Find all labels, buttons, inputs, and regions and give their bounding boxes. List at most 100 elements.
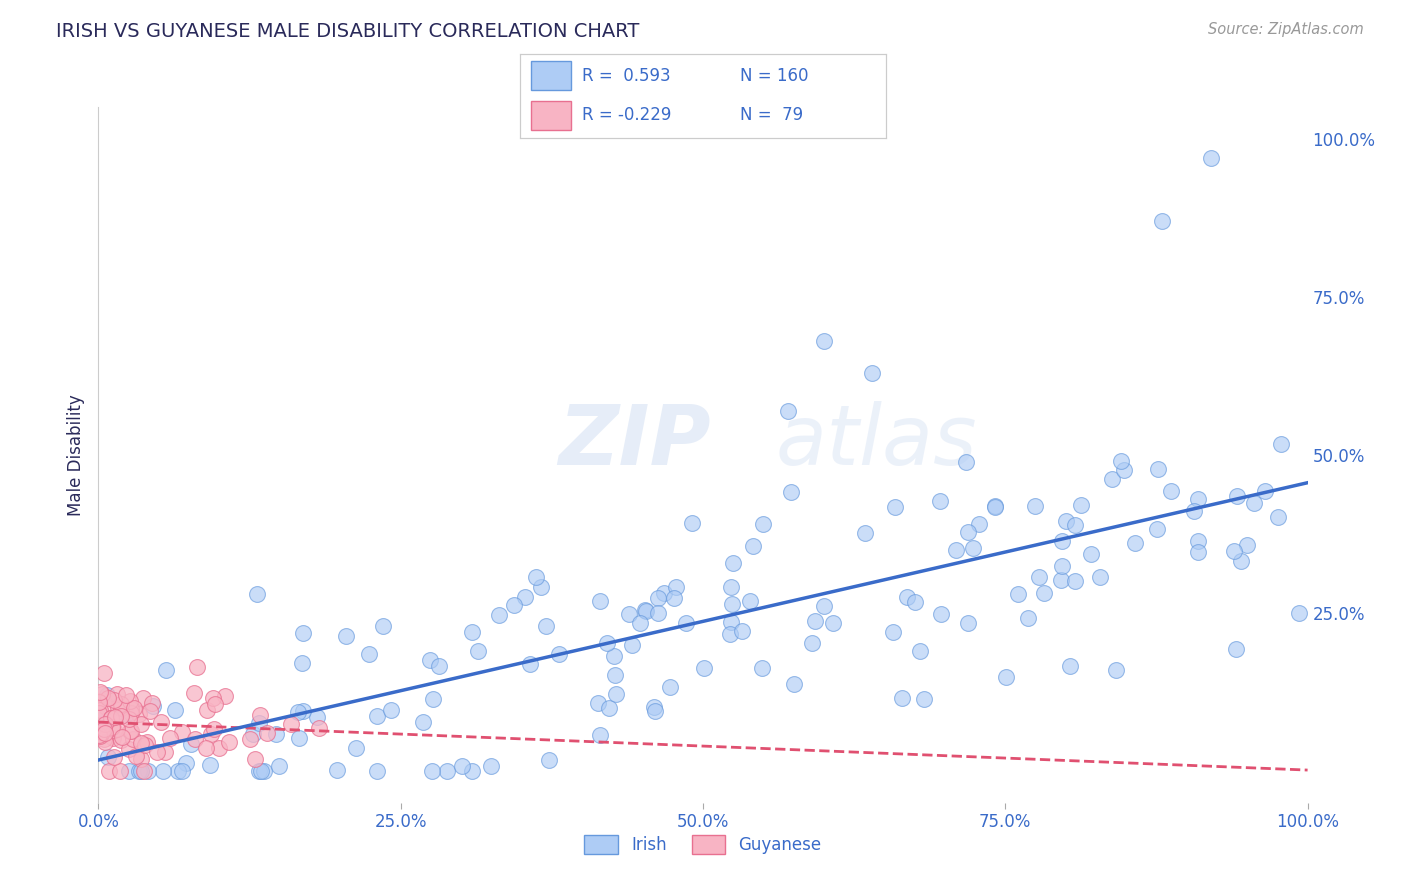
- Point: [603, 649, 626, 664]
- Point: [359, 647, 381, 661]
- Point: [100, 711, 122, 725]
- Point: [662, 591, 685, 605]
- Point: [427, 659, 450, 673]
- Point: [782, 676, 804, 690]
- Point: [1017, 611, 1039, 625]
- Text: atlas: atlas: [776, 401, 977, 482]
- Point: [1184, 504, 1206, 518]
- Point: [586, 696, 609, 710]
- Point: [1147, 462, 1170, 476]
- Point: [249, 764, 271, 779]
- Point: [776, 403, 799, 417]
- Point: [1050, 573, 1073, 587]
- Point: [120, 723, 142, 738]
- Point: [884, 500, 907, 514]
- Text: ZIP: ZIP: [558, 401, 710, 482]
- Point: [180, 737, 202, 751]
- Point: [1187, 545, 1209, 559]
- Point: [1033, 586, 1056, 600]
- Point: [1187, 491, 1209, 506]
- Point: [93, 722, 115, 736]
- Point: [101, 731, 124, 745]
- Point: [91, 687, 114, 701]
- Point: [621, 638, 644, 652]
- Text: N = 160: N = 160: [740, 67, 808, 85]
- Point: [1070, 498, 1092, 512]
- Point: [101, 720, 124, 734]
- Point: [1101, 472, 1123, 486]
- Point: [479, 758, 502, 772]
- Point: [422, 692, 444, 706]
- Point: [1059, 659, 1081, 673]
- Point: [720, 615, 742, 629]
- Point: [912, 691, 935, 706]
- Point: [823, 615, 845, 630]
- Point: [287, 731, 309, 746]
- FancyBboxPatch shape: [531, 101, 571, 130]
- Point: [891, 690, 914, 705]
- Point: [589, 728, 612, 742]
- Point: [110, 709, 132, 723]
- Point: [110, 700, 132, 714]
- Point: [366, 709, 388, 723]
- Point: [984, 500, 1007, 514]
- Point: [515, 590, 537, 604]
- Point: [121, 702, 143, 716]
- Point: [115, 707, 138, 722]
- Point: [115, 689, 138, 703]
- Text: IRISH VS GUYANESE MALE DISABILITY CORRELATION CHART: IRISH VS GUYANESE MALE DISABILITY CORREL…: [56, 22, 640, 41]
- Text: R = -0.229: R = -0.229: [582, 105, 672, 123]
- Point: [752, 516, 775, 531]
- Point: [595, 636, 617, 650]
- Point: [617, 607, 640, 621]
- Point: [1054, 514, 1077, 528]
- Point: [335, 629, 357, 643]
- Point: [129, 717, 152, 731]
- Point: [1146, 522, 1168, 536]
- Point: [1109, 453, 1132, 467]
- Point: [117, 764, 139, 779]
- Point: [118, 712, 141, 726]
- Point: [603, 667, 626, 681]
- Point: [742, 539, 765, 553]
- Point: [945, 543, 967, 558]
- Point: [149, 715, 172, 730]
- Point: [118, 694, 141, 708]
- Point: [1270, 437, 1292, 451]
- Point: [108, 764, 131, 779]
- Point: [183, 686, 205, 700]
- Point: [929, 494, 952, 508]
- Point: [1223, 544, 1246, 558]
- Point: [110, 697, 132, 711]
- Point: [721, 556, 744, 570]
- Point: [1050, 533, 1073, 548]
- Point: [94, 735, 117, 749]
- FancyBboxPatch shape: [531, 62, 571, 90]
- Point: [103, 693, 125, 707]
- Point: [1064, 574, 1087, 588]
- Point: [291, 704, 314, 718]
- Point: [208, 741, 231, 756]
- Point: [159, 731, 181, 746]
- Point: [152, 764, 174, 779]
- Point: [100, 711, 122, 725]
- Point: [720, 581, 742, 595]
- Point: [502, 599, 524, 613]
- Point: [167, 764, 190, 779]
- Point: [87, 695, 110, 709]
- Point: [141, 697, 163, 711]
- Point: [200, 727, 222, 741]
- Point: [1064, 518, 1087, 533]
- Point: [598, 701, 620, 715]
- Point: [239, 731, 262, 746]
- Point: [896, 591, 918, 605]
- Point: [218, 734, 240, 748]
- Point: [87, 706, 110, 720]
- Point: [128, 706, 150, 721]
- Y-axis label: Male Disability: Male Disability: [66, 394, 84, 516]
- Point: [721, 597, 744, 611]
- Point: [269, 758, 291, 772]
- Point: [165, 703, 187, 717]
- Point: [519, 657, 541, 672]
- Point: [204, 722, 226, 736]
